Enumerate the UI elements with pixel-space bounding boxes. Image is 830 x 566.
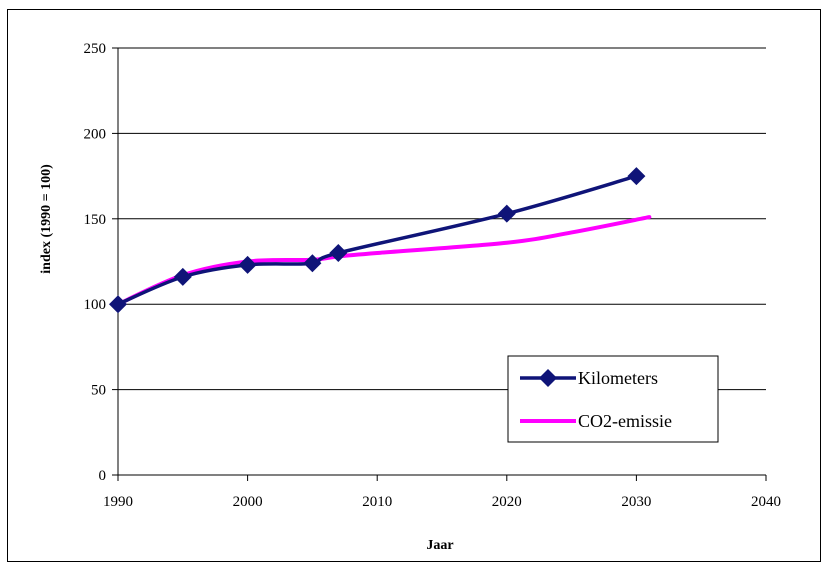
y-tick-label: 150	[84, 212, 107, 228]
x-tick-label: 1990	[103, 494, 133, 510]
tick-labels: 0 50 100 150 200 250 1990 2000 2010 2020 2030 2040	[84, 41, 782, 510]
y-tick-label: 200	[84, 126, 107, 142]
legend-marker-kilometers	[539, 369, 557, 387]
x-tick-label: 2000	[233, 494, 263, 510]
data-point-kilometers	[173, 267, 192, 286]
series-line-co2-emissie	[116, 215, 652, 307]
chart-frame	[7, 9, 821, 562]
y-axis-title: index (1990 = 100)	[39, 164, 54, 274]
legend-label-co2-emissie: CO2-emissie	[578, 411, 672, 431]
x-tick-label: 2030	[621, 494, 651, 510]
y-tick-label: 50	[91, 383, 106, 399]
data-point-kilometers	[497, 204, 516, 223]
data-point-kilometers	[627, 167, 646, 186]
data-point-kilometers	[329, 243, 348, 262]
data-point-kilometers	[238, 255, 257, 274]
series-markers	[109, 167, 646, 314]
y-tick-label: 0	[99, 468, 107, 484]
x-tick-label: 2040	[751, 494, 781, 510]
legend: Kilometers CO2-emissie	[507, 355, 719, 443]
y-tick-label: 100	[84, 297, 107, 313]
data-point-kilometers	[109, 295, 127, 314]
y-tick-label: 250	[84, 41, 107, 57]
x-tick-label: 2020	[492, 494, 522, 510]
x-axis-title: Jaar	[426, 538, 453, 553]
x-tick-label: 2010	[362, 494, 392, 510]
data-point-kilometers	[303, 254, 322, 273]
gridlines	[118, 47, 766, 391]
legend-label-kilometers: Kilometers	[578, 368, 658, 388]
legend-box	[507, 355, 719, 443]
series-line-kilometers	[116, 174, 639, 306]
series-lines	[116, 174, 652, 307]
